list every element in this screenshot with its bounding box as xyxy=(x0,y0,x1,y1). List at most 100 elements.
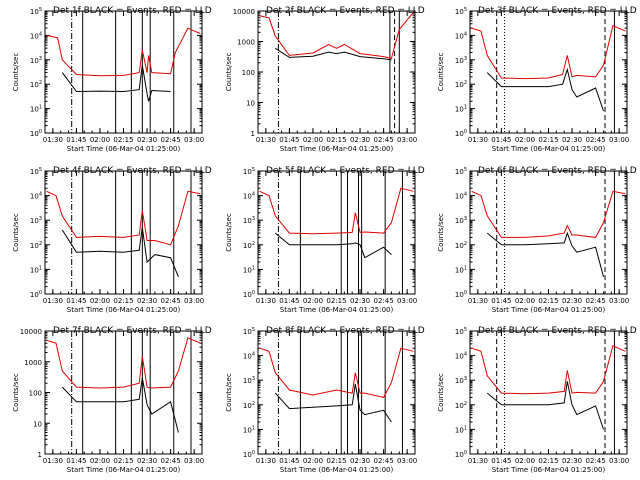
x-tick-label: 03:00 xyxy=(184,136,204,144)
x-axis-label: Start Time (06-Mar-04 01:25:00) xyxy=(280,466,394,474)
y-tick-label: 103 xyxy=(243,376,255,385)
y-tick-label: 100 xyxy=(455,450,467,459)
x-tick-label: 02:45 xyxy=(374,136,394,144)
x-tick-label: 02:15 xyxy=(113,457,133,465)
x-tick-label: 02:45 xyxy=(374,297,394,305)
x-tick-label: 02:45 xyxy=(374,457,394,465)
panel-title: Det 4f BLACK = Events, RED = LLD xyxy=(53,166,212,176)
x-tick-label: 03:00 xyxy=(609,297,629,305)
y-tick-label: 102 xyxy=(455,80,467,89)
plot-area xyxy=(259,11,414,133)
plot-area xyxy=(471,171,626,294)
x-tick-label: 01:30 xyxy=(43,457,63,465)
x-tick-label: 02:45 xyxy=(586,457,606,465)
y-tick-label: 105 xyxy=(30,7,42,16)
x-tick-label: 02:00 xyxy=(303,136,323,144)
x-tick-label: 02:15 xyxy=(538,297,558,305)
x-tick-label: 03:00 xyxy=(397,136,417,144)
series-events-line xyxy=(486,231,604,277)
x-tick-label: 02:00 xyxy=(515,297,535,305)
series-lld-line xyxy=(259,187,414,235)
plot-area xyxy=(46,11,201,133)
series-lld-line xyxy=(471,190,626,238)
y-tick-label: 105 xyxy=(243,167,255,176)
x-tick-label: 02:45 xyxy=(161,136,181,144)
x-tick-label: 02:15 xyxy=(326,457,346,465)
x-tick-label: 01:30 xyxy=(43,297,63,305)
plot-area xyxy=(259,171,414,294)
y-tick-label: 101 xyxy=(455,425,467,434)
x-tick-label: 01:30 xyxy=(256,136,276,144)
y-tick-label: 103 xyxy=(30,56,42,65)
panel-det-2: Det 2f BLACK = Events, RED = LLD 1 10 100 10… xyxy=(225,6,425,153)
plot-frame xyxy=(469,10,628,134)
y-axis-label: Counts/sec xyxy=(12,53,20,92)
y-tick-label: 100 xyxy=(455,290,467,299)
panel-det-3: Det 3f BLACK = Events, RED = LLD 100 101 10… xyxy=(437,6,637,153)
x-tick-label: 02:30 xyxy=(562,457,582,465)
x-tick-label: 02:45 xyxy=(586,297,606,305)
plot-frame xyxy=(257,170,416,295)
plot-frame xyxy=(257,330,416,455)
y-tick-label: 102 xyxy=(455,401,467,410)
plot-area xyxy=(259,331,414,454)
x-tick-label: 02:30 xyxy=(562,136,582,144)
series-events-line xyxy=(274,232,392,259)
x-tick-label: 02:15 xyxy=(326,136,346,144)
x-axis-label: Start Time (06-Mar-04 01:25:00) xyxy=(67,145,181,153)
plot-area xyxy=(471,11,626,133)
x-tick-label: 01:45 xyxy=(279,457,299,465)
y-tick-label: 104 xyxy=(455,352,467,361)
y-tick-label: 104 xyxy=(30,192,42,201)
x-tick-label: 02:30 xyxy=(137,136,157,144)
series-events-line xyxy=(61,377,179,433)
y-tick-label: 102 xyxy=(455,241,467,250)
y-tick-label: 104 xyxy=(455,192,467,201)
x-tick-label: 03:00 xyxy=(184,457,204,465)
y-tick-label: 100 xyxy=(243,450,255,459)
x-tick-label: 02:30 xyxy=(350,136,370,144)
y-tick-label: 10000 xyxy=(233,8,255,16)
x-tick-label: 02:15 xyxy=(113,297,133,305)
plot-area xyxy=(471,331,626,454)
x-tick-label: 02:00 xyxy=(303,297,323,305)
x-tick-label: 02:00 xyxy=(303,457,323,465)
plot-area xyxy=(46,331,201,454)
y-tick-label: 1 xyxy=(38,451,42,459)
panel-title: Det 2f BLACK = Events, RED = LLD xyxy=(266,6,425,16)
y-axis-label: Counts/sec xyxy=(12,213,20,252)
x-tick-label: 02:00 xyxy=(515,457,535,465)
x-tick-label: 01:30 xyxy=(468,136,488,144)
y-tick-label: 102 xyxy=(30,241,42,250)
y-tick-label: 102 xyxy=(243,241,255,250)
panel-title: Det 5f BLACK = Events, RED = LLD xyxy=(266,166,425,176)
series-lld-line xyxy=(471,345,626,395)
panel-title: Det 7f BLACK = Events, RED = LLD xyxy=(53,326,212,336)
y-tick-label: 100 xyxy=(243,290,255,299)
panel-det-1: Det 1f BLACK = Events, RED = LLD 100 101 10… xyxy=(12,6,212,153)
x-tick-label: 01:45 xyxy=(279,297,299,305)
y-tick-label: 101 xyxy=(243,425,255,434)
x-tick-label: 02:30 xyxy=(137,457,157,465)
y-tick-label: 104 xyxy=(30,31,42,40)
y-tick-label: 104 xyxy=(243,352,255,361)
y-tick-label: 105 xyxy=(30,167,42,176)
x-tick-label: 01:30 xyxy=(468,457,488,465)
y-tick-label: 105 xyxy=(455,7,467,16)
plot-frame xyxy=(44,10,203,134)
x-tick-label: 02:15 xyxy=(538,457,558,465)
x-tick-label: 01:45 xyxy=(66,297,86,305)
plot-frame xyxy=(469,330,628,455)
y-tick-label: 10 xyxy=(246,100,255,108)
x-tick-label: 03:00 xyxy=(609,136,629,144)
x-tick-label: 02:30 xyxy=(350,297,370,305)
series-lld-line xyxy=(259,347,414,398)
y-tick-label: 1 xyxy=(251,130,255,138)
plot-frame xyxy=(44,330,203,455)
y-tick-label: 104 xyxy=(455,31,467,40)
y-tick-label: 101 xyxy=(243,265,255,274)
x-tick-label: 01:45 xyxy=(491,457,511,465)
plot-frame xyxy=(257,10,416,134)
panel-title: Det 1f BLACK = Events, RED = LLD xyxy=(53,6,212,16)
x-axis-label: Start Time (06-Mar-04 01:25:00) xyxy=(492,466,606,474)
